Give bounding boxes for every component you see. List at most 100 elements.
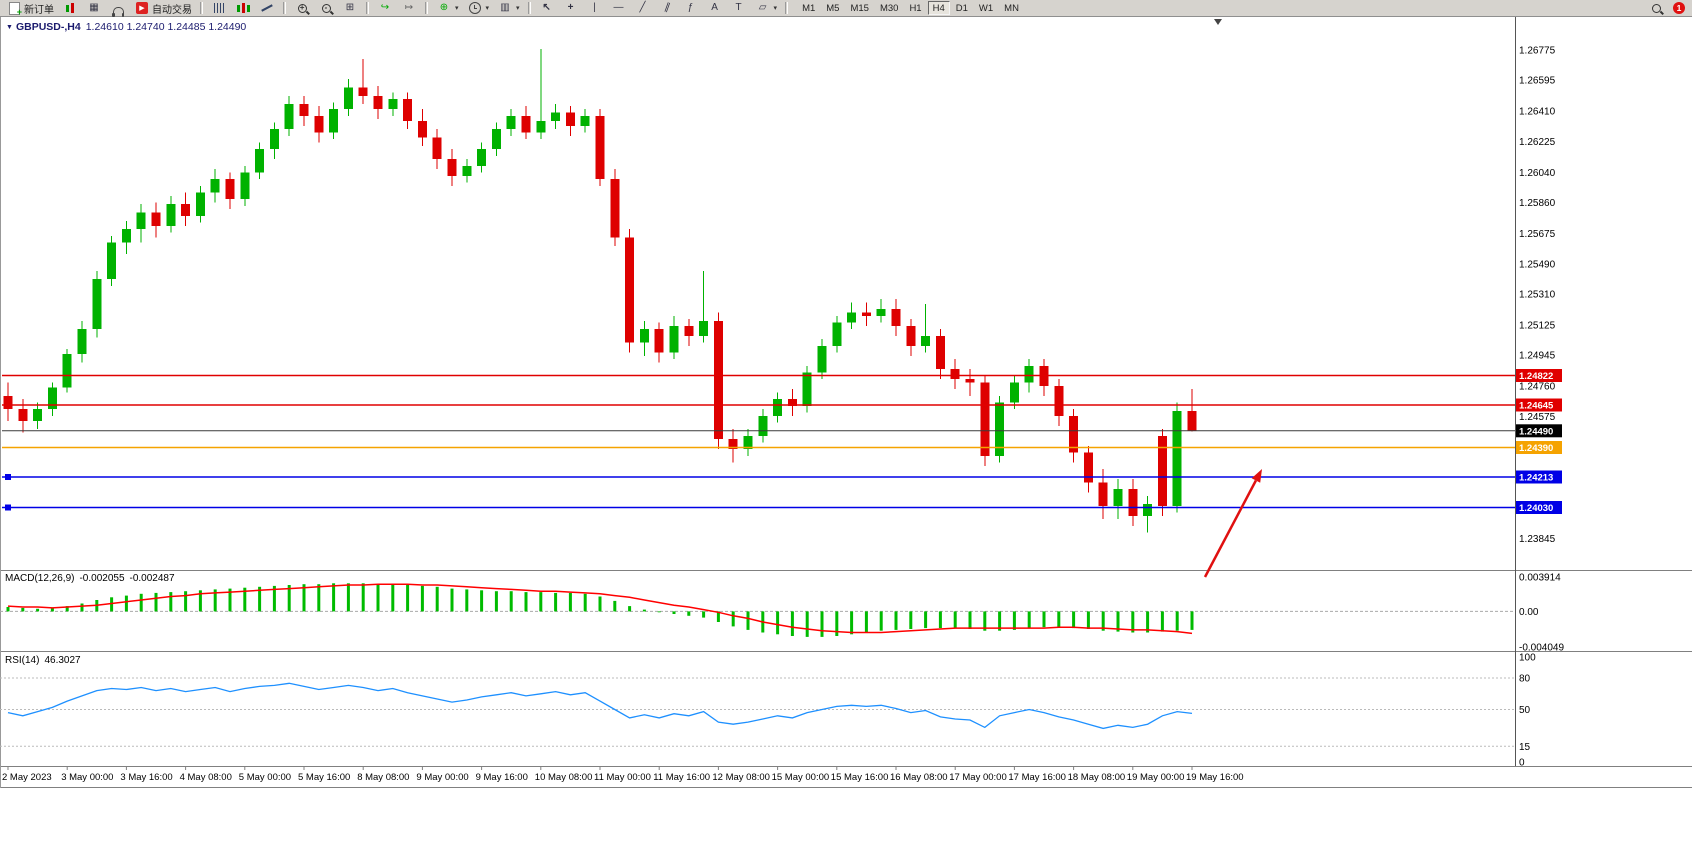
- chart-shift-button[interactable]: ↦: [398, 1, 420, 16]
- candle: [610, 179, 620, 238]
- bar-chart-type-button[interactable]: [208, 1, 230, 16]
- chart-dropdown-icon[interactable]: ▼: [6, 24, 13, 31]
- candle: [536, 120, 546, 133]
- profiles-button[interactable]: ▦: [83, 1, 105, 16]
- new-order-button[interactable]: + 新订单: [3, 1, 57, 17]
- candle: [1128, 489, 1138, 516]
- candle: [388, 99, 398, 110]
- auto-trading-button[interactable]: ▶ 自动交易: [131, 1, 195, 16]
- candle: [1009, 382, 1019, 403]
- toolbar-separator: [785, 2, 789, 14]
- rsi-panel: [0, 677, 1515, 747]
- line-handle[interactable]: [5, 504, 11, 511]
- price-tag-label: 1.24822: [1519, 371, 1553, 382]
- shapes-icon: ▱: [758, 2, 767, 13]
- timeframe-button-m5[interactable]: M5: [821, 1, 844, 15]
- templates-button[interactable]: ▥ ▾: [494, 1, 523, 16]
- vertical-line-tool-button[interactable]: |: [584, 1, 606, 16]
- price-tag-label: 1.24030: [1519, 503, 1553, 514]
- crosshair-tool-button[interactable]: +: [560, 1, 582, 16]
- timeframe-button-h4[interactable]: H4: [927, 1, 950, 15]
- line-chart-icon: [259, 1, 275, 15]
- candle: [802, 372, 812, 406]
- price-tag-label: 1.24213: [1519, 473, 1553, 484]
- candle: [832, 322, 842, 346]
- candle: [847, 312, 857, 323]
- price-axis-label: 1.24760: [1519, 381, 1556, 392]
- price-tag-1.24645: [1516, 398, 1562, 412]
- toolbar-separator: [283, 2, 286, 14]
- timeframe-button-d1[interactable]: D1: [951, 1, 973, 15]
- candle: [1113, 489, 1123, 506]
- crosshair-icon: +: [567, 2, 574, 13]
- trend-arrow-head[interactable]: [1251, 469, 1262, 483]
- vertical-line-icon: |: [593, 2, 596, 13]
- timeframe-button-m1[interactable]: M1: [797, 1, 820, 15]
- zoom-out-button[interactable]: -: [315, 1, 337, 16]
- rsi-axis-label: 50: [1519, 705, 1531, 716]
- rsi-axis-label: 0: [1519, 758, 1525, 769]
- horizontal-line-icon: —: [613, 2, 624, 13]
- auto-scroll-button[interactable]: ↪: [374, 1, 396, 16]
- tile-windows-button[interactable]: ⊞: [339, 1, 361, 16]
- candle: [329, 109, 339, 133]
- chart-window-button[interactable]: [59, 1, 81, 16]
- candlestick-chart-type-button[interactable]: [232, 1, 254, 16]
- price-axis-label: 1.26225: [1519, 137, 1556, 148]
- candle: [699, 320, 709, 336]
- rsi-indicator-label: RSI(14) 46.3027: [5, 655, 86, 666]
- line-chart-type-button[interactable]: [256, 1, 278, 16]
- macd-panel: [0, 583, 1515, 637]
- trend-arrow[interactable]: [1203, 479, 1258, 578]
- horizontal-line-tool-button[interactable]: —: [608, 1, 630, 16]
- text-tool-button[interactable]: A: [704, 1, 726, 16]
- candle: [743, 435, 753, 450]
- chart-shift-marker[interactable]: [1214, 19, 1222, 25]
- candle: [255, 149, 265, 173]
- notification-badge[interactable]: 1: [1673, 2, 1685, 14]
- time-axis-label: 17 May 16:00: [1008, 772, 1066, 783]
- shapes-tool-button[interactable]: ▱ ▾: [752, 1, 781, 16]
- price-axis-label: 1.25310: [1519, 290, 1556, 301]
- trendline-tool-button[interactable]: ╱: [632, 1, 654, 16]
- line-handle[interactable]: [5, 474, 11, 480]
- price-axis-label: 1.26040: [1519, 168, 1556, 179]
- timeframe-button-mn[interactable]: MN: [999, 1, 1024, 15]
- tile-windows-icon: ⊞: [345, 2, 355, 13]
- candle: [210, 179, 220, 193]
- candle: [950, 369, 960, 380]
- rsi-axis-label: 15: [1519, 742, 1531, 753]
- candle: [921, 335, 931, 346]
- search-button[interactable]: [1645, 1, 1667, 16]
- time-axis-label: 16 May 08:00: [890, 772, 948, 783]
- toolbar-right-group: 1: [1645, 1, 1689, 16]
- timeframe-button-h1[interactable]: H1: [904, 1, 926, 15]
- zoom-in-button[interactable]: +: [291, 1, 313, 16]
- candle: [462, 165, 472, 176]
- rsi-name: RSI(14): [5, 655, 40, 666]
- chart-background: [0, 17, 1692, 788]
- indicators-button[interactable]: ⊕ ▾: [433, 1, 462, 16]
- time-axis-label: 9 May 16:00: [476, 772, 528, 783]
- timeframe-button-m15[interactable]: M15: [845, 1, 873, 15]
- candle: [1098, 482, 1108, 506]
- candle: [654, 329, 664, 353]
- label-tool-button[interactable]: T: [728, 1, 750, 16]
- time-axis-label: 15 May 00:00: [772, 772, 830, 783]
- timeframe-button-m30[interactable]: M30: [875, 1, 903, 15]
- zoom-out-icon: -: [318, 1, 334, 15]
- periods-button[interactable]: ▾: [464, 1, 493, 16]
- candle: [965, 379, 975, 383]
- candle: [1054, 385, 1064, 416]
- fibonacci-tool-button[interactable]: ƒ: [680, 1, 702, 16]
- price-tag-1.24213: [1516, 470, 1562, 484]
- candle: [758, 415, 768, 436]
- timeframe-button-w1[interactable]: W1: [974, 1, 998, 15]
- candle: [269, 129, 279, 150]
- alerts-button[interactable]: [107, 1, 129, 17]
- candle: [625, 237, 635, 343]
- candle: [195, 192, 205, 216]
- channel-tool-button[interactable]: ∥: [656, 1, 678, 16]
- cursor-tool-button[interactable]: ↖: [536, 1, 558, 16]
